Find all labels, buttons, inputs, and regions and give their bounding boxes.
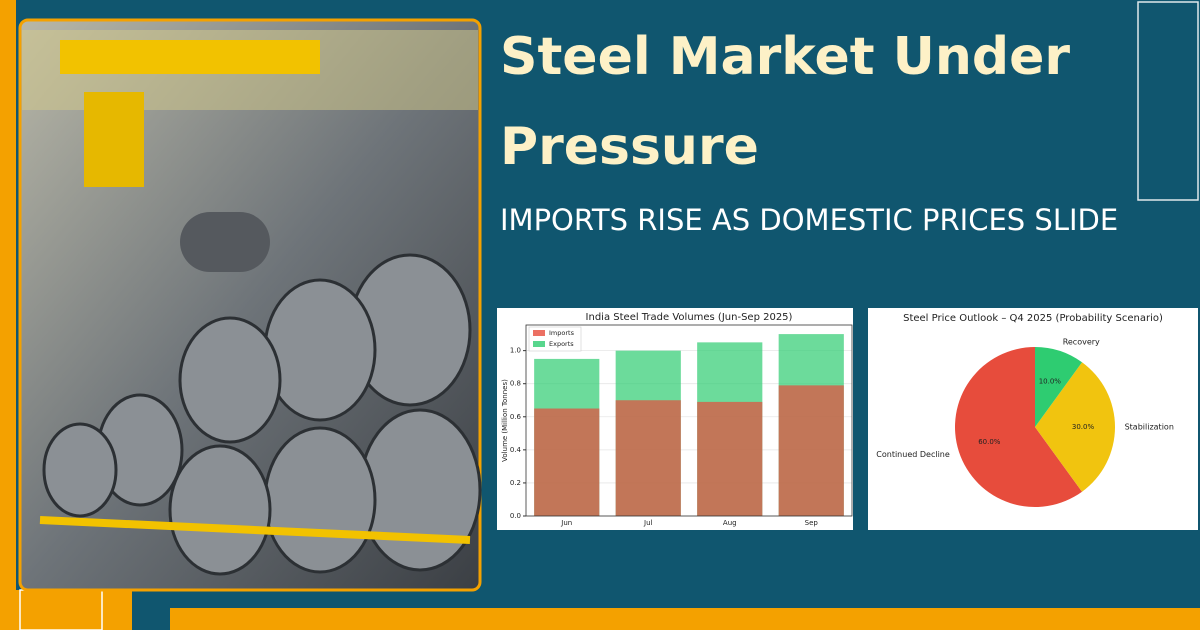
corner-block bbox=[0, 590, 132, 630]
x-tick-label: Jul bbox=[643, 519, 653, 527]
slice-value: 30.0% bbox=[1072, 423, 1095, 431]
pie-slice bbox=[1035, 347, 1083, 427]
y-tick-label: 0.0 bbox=[510, 512, 521, 520]
slice-label: Continued Decline bbox=[876, 450, 950, 459]
photo bbox=[18, 18, 482, 592]
bar bbox=[534, 408, 600, 516]
legend-swatch bbox=[533, 341, 545, 347]
title-line: Steel Market Under bbox=[500, 27, 1070, 87]
title-line: Pressure bbox=[500, 117, 759, 177]
plot-frame bbox=[525, 324, 853, 517]
legend-swatch bbox=[533, 330, 545, 336]
bar bbox=[778, 385, 844, 516]
slice-value: 60.0% bbox=[978, 438, 1001, 446]
slice-value: 10.0% bbox=[1039, 377, 1062, 385]
bar bbox=[615, 400, 681, 516]
subtitle: IMPORTS RISE AS DOMESTIC PRICES SLIDE bbox=[500, 203, 1118, 237]
bottom-bar bbox=[170, 608, 1200, 630]
left-stripe bbox=[0, 0, 16, 630]
y-tick-label: 0.8 bbox=[510, 380, 521, 388]
deco-frame bbox=[1137, 1, 1199, 201]
legend-label: Exports bbox=[549, 340, 574, 348]
y-axis-label: Volume (Million Tonnes) bbox=[501, 379, 509, 462]
chart-title: Steel Price Outlook – Q4 2025 (Probabili… bbox=[903, 313, 1163, 324]
slice-label: Recovery bbox=[1063, 337, 1100, 346]
y-tick-label: 0.2 bbox=[510, 479, 521, 487]
bar bbox=[697, 401, 763, 516]
pie-slice bbox=[955, 347, 1083, 507]
legend-label: Imports bbox=[549, 329, 575, 337]
x-tick-label: Aug bbox=[723, 519, 737, 527]
x-tick-label: Jun bbox=[560, 519, 572, 527]
pie-slice bbox=[1035, 362, 1116, 492]
y-tick-label: 0.6 bbox=[510, 413, 522, 421]
y-tick-label: 1.0 bbox=[510, 347, 521, 355]
slice-label: Stabilization bbox=[1125, 423, 1174, 432]
chart-title: India Steel Trade Volumes (Jun-Sep 2025) bbox=[586, 312, 793, 323]
y-tick-label: 0.4 bbox=[510, 446, 522, 454]
x-tick-label: Sep bbox=[805, 519, 819, 527]
